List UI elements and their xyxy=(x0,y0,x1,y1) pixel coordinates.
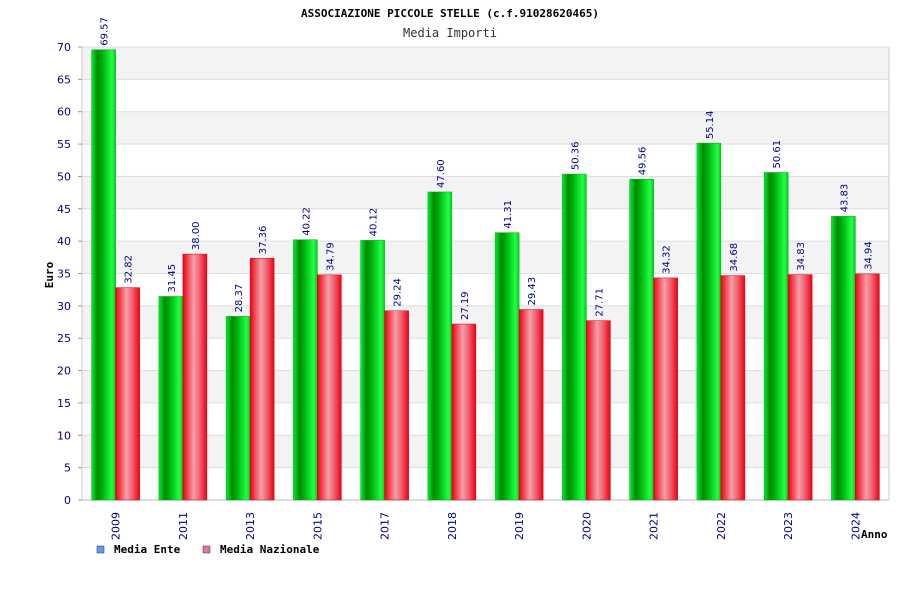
grid-band xyxy=(82,305,889,339)
x-axis-ticks: 2009 2011 2013 2015 2017 2018 2019 2020 2021 2022… xyxy=(110,512,863,540)
x-tick-label: 2015 xyxy=(311,512,324,540)
data-label: 32.82 xyxy=(124,255,135,284)
y-tick-label: 40 xyxy=(57,235,71,248)
data-label: 34.68 xyxy=(729,243,740,272)
data-label: 41.31 xyxy=(503,200,514,229)
x-tick-label: 2011 xyxy=(177,512,190,540)
x-tick-label: 2017 xyxy=(379,512,392,540)
y-tick-label: 30 xyxy=(57,300,71,313)
bar-media-nazionale xyxy=(249,257,275,501)
y-tick-label: 65 xyxy=(57,73,71,86)
data-label: 34.94 xyxy=(863,241,874,270)
y-tick-label: 20 xyxy=(57,365,71,378)
x-tick-label: 2024 xyxy=(849,512,862,540)
x-tick-label: 2020 xyxy=(580,512,593,540)
bar-media-ente xyxy=(360,240,385,501)
x-tick-label: 2019 xyxy=(513,512,526,540)
data-label: 49.56 xyxy=(638,147,649,176)
data-label: 37.36 xyxy=(258,226,269,255)
data-label: 34.83 xyxy=(796,242,807,271)
y-tick-label: 70 xyxy=(57,41,71,54)
legend-label-media-ente: Media Ente xyxy=(114,543,181,556)
y-axis-ticks: 0 5 10 15 20 25 30 35 40 45 50 55 60 65 70 xyxy=(57,41,82,507)
data-label: 50.36 xyxy=(570,141,581,170)
bar-media-nazionale xyxy=(653,277,678,501)
data-label: 40.12 xyxy=(369,208,380,237)
bars: 69.57 32.82 31.45 38.00 28.37 37.36 40.22 34.79… xyxy=(91,17,880,501)
data-label: 34.32 xyxy=(662,245,673,274)
x-tick-label: 2013 xyxy=(244,512,257,540)
legend-swatch-media-nazionale xyxy=(202,545,211,554)
data-label: 38.00 xyxy=(191,221,202,250)
x-tick-label: 2023 xyxy=(782,512,795,540)
bar-media-nazionale xyxy=(182,253,208,501)
data-label: 28.37 xyxy=(234,284,245,313)
chart-subtitle: Media Importi xyxy=(403,26,497,40)
data-label: 29.24 xyxy=(393,278,404,307)
data-label: 27.19 xyxy=(460,291,471,320)
legend: Media Ente Media Nazionale xyxy=(96,543,320,556)
x-tick-label: 2022 xyxy=(715,512,728,540)
y-axis-label: Euro xyxy=(43,261,56,288)
data-label: 43.83 xyxy=(839,184,850,213)
grid-bands xyxy=(82,47,889,468)
bar-media-nazionale xyxy=(720,275,746,501)
y-tick-label: 50 xyxy=(57,170,71,183)
data-label: 31.45 xyxy=(167,264,178,293)
data-label: 50.61 xyxy=(772,140,783,169)
y-tick-label: 35 xyxy=(57,268,71,281)
bar-media-nazionale xyxy=(518,309,544,501)
bar-media-nazionale xyxy=(384,310,409,501)
grid-band xyxy=(82,176,889,209)
bar-media-ente xyxy=(763,172,789,501)
bar-media-ente xyxy=(91,49,116,501)
y-tick-label: 55 xyxy=(57,138,71,151)
bar-media-ente xyxy=(427,191,453,501)
x-tick-label: 2018 xyxy=(446,512,459,540)
y-tick-label: 0 xyxy=(64,494,71,507)
x-tick-label: 2009 xyxy=(110,512,123,540)
data-label: 69.57 xyxy=(100,17,111,46)
data-label: 29.43 xyxy=(527,277,538,306)
grid-band xyxy=(82,47,889,80)
data-label: 40.22 xyxy=(301,207,312,236)
grid-band xyxy=(82,370,889,403)
x-axis-label: Anno xyxy=(861,528,888,541)
y-tick-label: 60 xyxy=(57,106,71,119)
bar-media-ente xyxy=(293,239,318,501)
grid-lines xyxy=(81,46,890,501)
grid-band xyxy=(82,111,889,145)
bar-media-ente xyxy=(225,316,251,501)
bar-media-ente xyxy=(831,216,856,501)
bar-media-ente xyxy=(494,232,520,501)
data-label: 47.60 xyxy=(436,159,447,188)
bar-media-ente xyxy=(562,173,587,501)
chart-title: ASSOCIAZIONE PICCOLE STELLE (c.f.9102862… xyxy=(301,7,599,20)
data-label: 34.79 xyxy=(325,242,336,271)
data-label: 27.71 xyxy=(594,288,605,317)
bar-media-nazionale xyxy=(317,274,342,501)
grid-band xyxy=(82,435,889,468)
legend-label-media-nazionale: Media Nazionale xyxy=(220,543,320,556)
y-tick-label: 10 xyxy=(57,429,71,442)
data-label: 55.14 xyxy=(705,111,716,140)
bar-media-nazionale xyxy=(115,287,140,501)
y-tick-label: 5 xyxy=(64,462,71,475)
bar-media-ente xyxy=(629,179,654,501)
y-tick-label: 15 xyxy=(57,397,71,410)
legend-swatch-media-ente xyxy=(96,545,105,554)
grid-band xyxy=(82,241,889,274)
bar-media-ente xyxy=(696,142,722,501)
x-tick-label: 2021 xyxy=(648,512,661,540)
bar-media-nazionale xyxy=(787,274,813,501)
bar-media-nazionale xyxy=(451,323,477,501)
bar-media-nazionale xyxy=(586,320,611,501)
y-tick-label: 25 xyxy=(57,332,71,345)
y-tick-label: 45 xyxy=(57,203,71,216)
bar-media-nazionale xyxy=(855,273,880,501)
bar-media-ente xyxy=(158,296,184,501)
